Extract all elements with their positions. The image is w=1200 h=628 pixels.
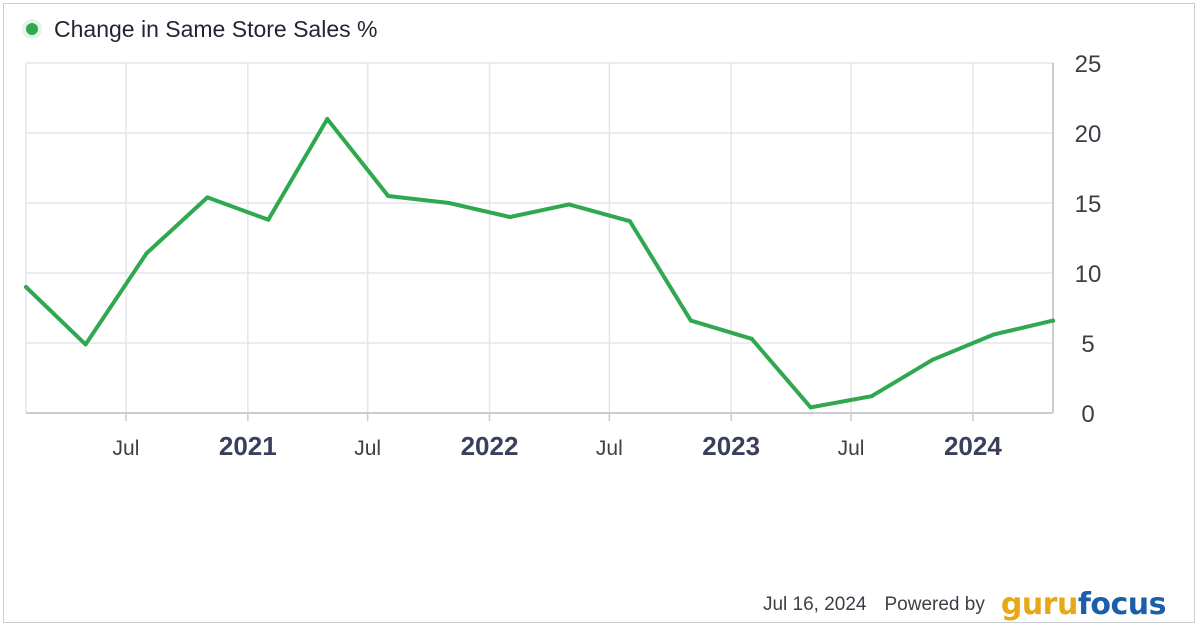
data-point (930, 357, 935, 362)
x-tick-label: 2023 (702, 431, 760, 461)
data-point (325, 117, 330, 121)
data-point (447, 201, 452, 205)
data-point (24, 285, 28, 289)
legend-label: Change in Same Store Sales % (54, 15, 378, 42)
y-tick-label: 0 (1081, 401, 1094, 428)
data-point (205, 195, 210, 200)
logo-part-focus: focus (1077, 587, 1167, 622)
footer-date: Jul 16, 2024 (762, 594, 867, 615)
y-tick-label: 25 (1075, 51, 1102, 78)
chart-frame (3, 3, 1195, 623)
data-point (1051, 318, 1055, 323)
data-point (808, 405, 813, 410)
data-point (508, 215, 513, 219)
axes (26, 63, 1054, 421)
logo-part-guru: guru (1000, 587, 1078, 622)
x-tick-label: 2024 (944, 431, 1002, 461)
vertical-gridlines (25, 63, 974, 413)
y-tick-label: 5 (1081, 331, 1094, 358)
horizontal-gridlines (26, 62, 1053, 414)
x-tick-label: Jul (113, 437, 140, 460)
data-point (869, 394, 874, 399)
x-axis-labels: Jul 2021 Jul 2022 Jul 2023 Jul 2024 (113, 431, 1003, 461)
data-point (83, 342, 88, 347)
legend[interactable]: Change in Same Store Sales % (22, 14, 377, 44)
y-axis-labels: 0 5 10 15 20 25 (1075, 51, 1102, 428)
series-layer (24, 117, 1055, 410)
x-tick-label: Jul (596, 437, 623, 460)
x-tick-label: 2022 (461, 431, 519, 461)
data-point (749, 336, 754, 341)
y-tick-label: 10 (1075, 261, 1102, 288)
data-point (266, 217, 271, 222)
data-point (386, 194, 391, 198)
powered-by-text: Powered by (884, 594, 985, 615)
data-point (627, 219, 632, 224)
data-point (566, 202, 571, 207)
y-tick-label: 15 (1075, 191, 1102, 218)
data-point (991, 332, 996, 337)
footer: Jul 16, 2024 Powered by gurufocus (762, 583, 1167, 622)
gurufocus-logo[interactable]: gurufocus (1000, 587, 1167, 622)
series-line (24, 117, 1055, 410)
x-tick-label: Jul (838, 437, 865, 460)
legend-marker-icon (26, 23, 38, 35)
y-tick-label: 20 (1075, 121, 1102, 148)
data-point (688, 318, 693, 323)
x-tick-label: Jul (354, 437, 381, 460)
data-point (144, 251, 149, 256)
x-tick-label: 2021 (219, 431, 277, 461)
